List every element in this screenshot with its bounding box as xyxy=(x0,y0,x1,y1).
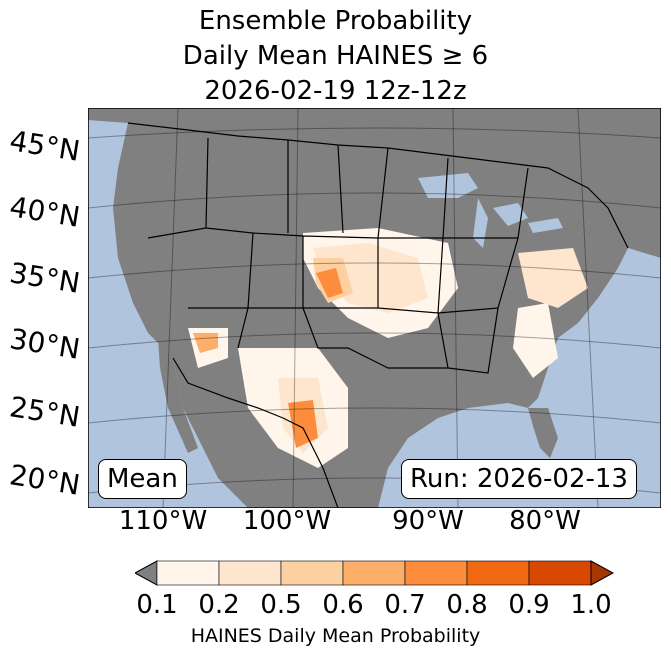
colorbar-tick-0: 0.1 xyxy=(136,590,178,620)
lat-label-40: 40°N xyxy=(7,190,83,234)
title-line-2: Daily Mean HAINES ≥ 6 xyxy=(182,41,489,71)
colorbar-tick-7: 1.0 xyxy=(570,590,612,620)
map-panel xyxy=(88,108,661,508)
lon-label-100: 100°W xyxy=(242,506,332,536)
colorbar xyxy=(135,560,615,586)
colorbar-segment xyxy=(342,560,406,586)
colorbar-tick-1: 0.2 xyxy=(198,590,240,620)
mean-label: Mean xyxy=(98,459,187,499)
colorbar-tick-3: 0.6 xyxy=(322,590,364,620)
run-date-label: Run: 2026-02-13 xyxy=(401,459,637,499)
title-line-1: Ensemble Probability xyxy=(198,6,473,36)
colorbar-over-arrow xyxy=(590,560,615,586)
land-baja xyxy=(158,338,198,453)
title-line-3: 2026-02-19 12z-12z xyxy=(204,76,467,106)
great-lakes xyxy=(418,173,563,248)
land-mexico xyxy=(173,358,338,508)
lat-label-25: 25°N xyxy=(7,390,83,434)
colorbar-segments xyxy=(156,560,592,586)
colorbar-tick-5: 0.8 xyxy=(446,590,488,620)
land-florida xyxy=(528,408,558,458)
lat-label-45: 45°N xyxy=(7,124,83,168)
colorbar-segment xyxy=(528,560,592,586)
state-borders xyxy=(127,122,629,508)
colorbar-tick-2: 0.5 xyxy=(260,590,302,620)
colorbar-segment xyxy=(218,560,282,586)
land-canada xyxy=(88,108,661,258)
lon-label-90: 90°W xyxy=(392,506,464,536)
colorbar-tick-6: 0.9 xyxy=(508,590,550,620)
colorbar-tick-4: 0.7 xyxy=(384,590,426,620)
colorbar-under-arrow xyxy=(135,560,158,586)
colorbar-segment xyxy=(466,560,530,586)
colorbar-segment xyxy=(156,560,220,586)
colorbar-segment xyxy=(404,560,468,586)
colorbar-label: HAINES Daily Mean Probability xyxy=(190,625,481,647)
colorbar-segment xyxy=(280,560,344,586)
lat-label-20: 20°N xyxy=(7,458,83,502)
lat-label-30: 30°N xyxy=(7,322,83,366)
lat-label-35: 35°N xyxy=(7,256,83,300)
lon-label-80: 80°W xyxy=(509,506,581,536)
probability-shading xyxy=(188,228,588,468)
lon-label-110: 110°W xyxy=(118,506,208,536)
